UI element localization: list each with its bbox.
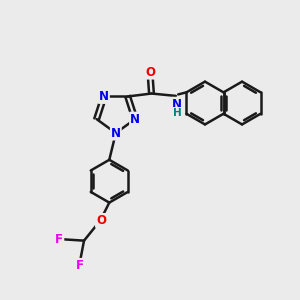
Text: N: N (172, 98, 182, 111)
Text: F: F (55, 233, 63, 246)
Text: O: O (96, 214, 106, 227)
Text: N: N (130, 112, 140, 126)
Text: N: N (111, 127, 121, 140)
Text: O: O (145, 66, 155, 79)
Text: H: H (173, 107, 182, 118)
Text: F: F (76, 259, 84, 272)
Text: N: N (99, 90, 109, 103)
